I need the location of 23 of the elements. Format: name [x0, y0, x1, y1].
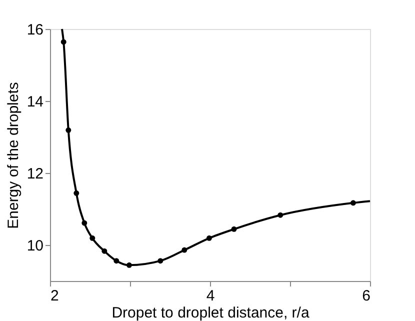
y-axis-title: Energy of the droplets: [4, 82, 22, 229]
y-tick-label: 14: [26, 94, 44, 110]
x-axis-title: Dropet to droplet distance, r/a: [112, 304, 310, 321]
point: [90, 235, 96, 241]
point: [206, 235, 212, 241]
point: [182, 247, 188, 253]
point: [66, 127, 72, 133]
x-tick-label: 4: [206, 288, 215, 304]
y-tick-label: 12: [26, 166, 44, 182]
point: [114, 258, 120, 264]
x-tick-label: 2: [50, 288, 59, 304]
point: [102, 248, 108, 254]
point: [82, 220, 88, 226]
point: [60, 39, 66, 45]
point: [350, 200, 356, 206]
point: [231, 226, 237, 232]
point: [158, 258, 164, 264]
point: [74, 190, 80, 196]
point: [278, 212, 284, 218]
y-tick-label: 16: [26, 22, 44, 38]
y-tick-label: 10: [26, 238, 44, 254]
x-tick-label: 6: [362, 288, 370, 304]
point: [126, 262, 132, 268]
